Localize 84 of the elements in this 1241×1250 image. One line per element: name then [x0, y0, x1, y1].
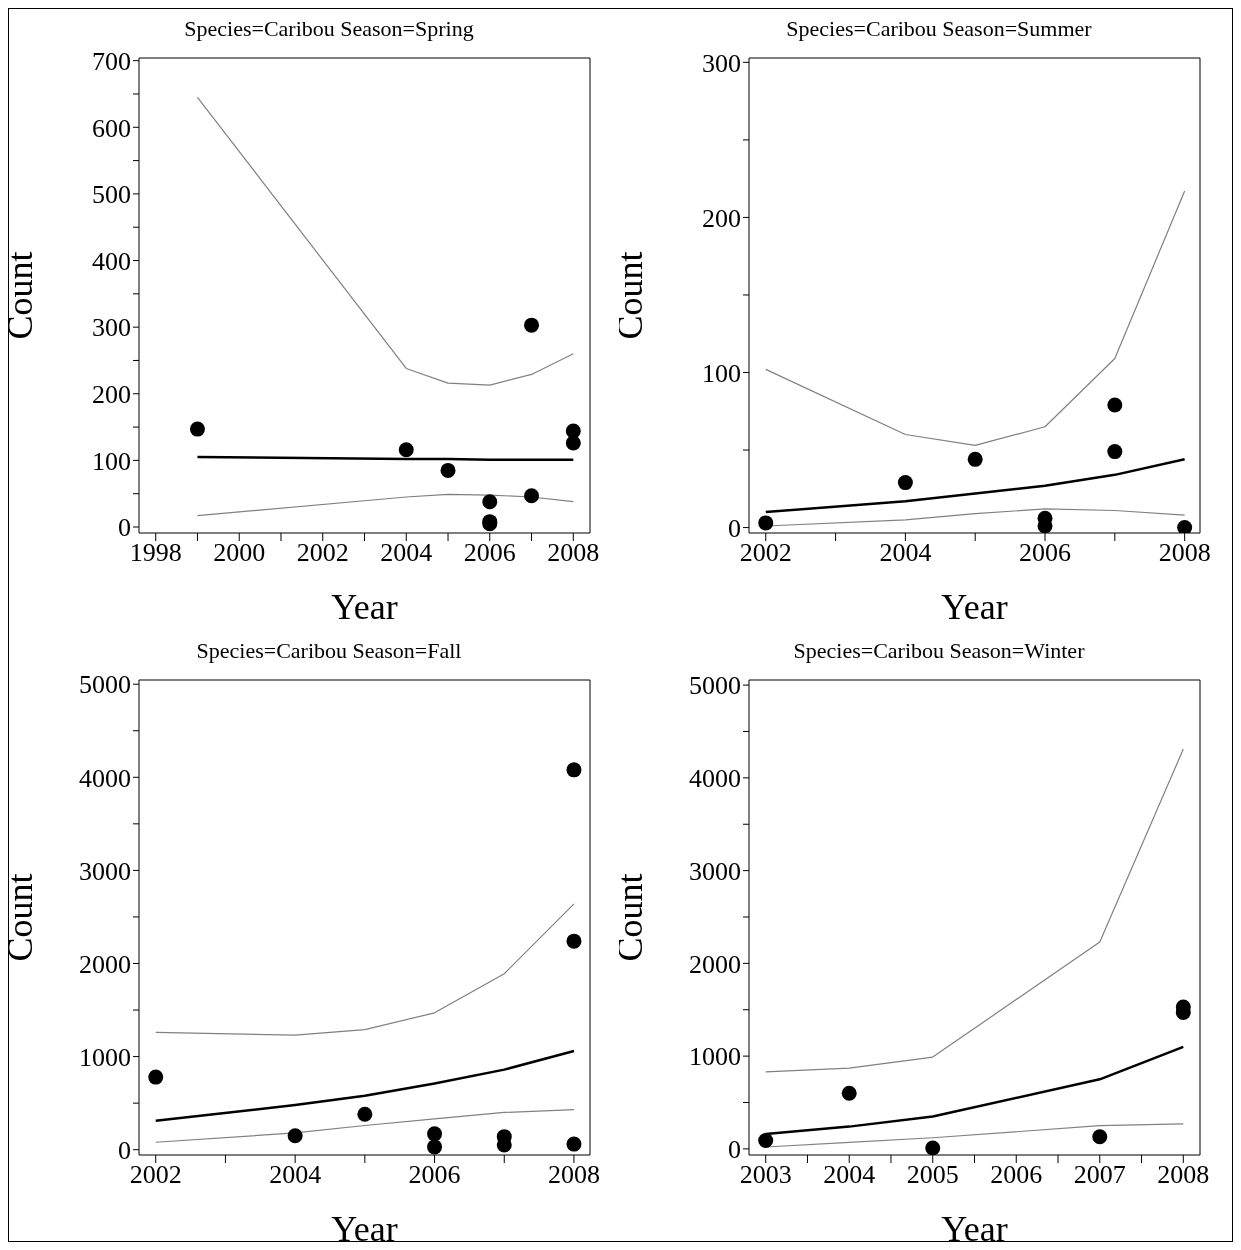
y-tick-label: 5000	[689, 671, 741, 701]
point	[566, 1136, 582, 1152]
line-series	[154, 1049, 576, 1123]
point	[440, 462, 456, 478]
line-series	[765, 748, 1184, 1073]
x-tick-label: 2007	[1073, 1160, 1126, 1190]
y-tick-label: 2000	[689, 949, 741, 979]
point	[189, 421, 205, 437]
x-axis-title: Year	[941, 1209, 1008, 1249]
y-tick-label: 4000	[79, 763, 131, 793]
point	[357, 1106, 373, 1122]
y-tick-label: 2000	[79, 949, 131, 979]
y-tick-label: 600	[92, 113, 131, 143]
x-tick-label: 2008	[547, 538, 600, 568]
y-tick-label: 300	[92, 313, 131, 343]
x-tick-label: 2002	[739, 538, 792, 568]
point	[287, 1128, 303, 1144]
point	[524, 488, 540, 504]
line-series	[764, 458, 1186, 514]
y-tick-label: 3000	[689, 856, 741, 886]
point	[524, 317, 540, 333]
x-tick-label: 2005	[906, 1160, 959, 1190]
y-tick-label: 200	[92, 379, 131, 409]
x-tick-label: 2004	[823, 1160, 876, 1190]
y-tick-label: 100	[702, 358, 741, 388]
x-tick-label: 2002	[129, 1160, 182, 1190]
x-tick-label: 2004	[380, 538, 433, 568]
point	[841, 1085, 857, 1101]
point	[1177, 520, 1193, 533]
y-tick-label: 0	[728, 1135, 741, 1165]
x-axis-title: Year	[331, 587, 398, 627]
point	[1107, 444, 1123, 460]
point	[427, 1126, 443, 1142]
point	[398, 442, 414, 458]
x-tick-label: 2004	[269, 1160, 322, 1190]
point	[482, 494, 498, 510]
y-tick-label: 0	[118, 513, 131, 543]
y-tick-label: 700	[92, 46, 131, 76]
line-series	[196, 96, 574, 386]
line-series	[155, 1109, 575, 1143]
chart-title: Species=Caribou Season=Summer	[785, 15, 1093, 43]
y-tick-label: 500	[92, 180, 131, 210]
point	[758, 515, 774, 531]
x-axis-title: Year	[331, 1209, 398, 1249]
y-tick-label: 0	[118, 1135, 131, 1165]
x-tick-label: 2004	[879, 538, 932, 568]
x-axis-title: Year	[941, 587, 1008, 627]
x-tick-label: 2002	[296, 538, 349, 568]
point	[1107, 397, 1123, 413]
y-tick-label: 0	[728, 513, 741, 543]
point	[148, 1069, 164, 1085]
x-tick-label: 2008	[547, 1160, 600, 1190]
point	[566, 933, 582, 949]
line-series	[155, 903, 575, 1036]
y-tick-label: 400	[92, 246, 131, 276]
y-tick-label: 1000	[79, 1042, 131, 1072]
y-tick-label: 3000	[79, 856, 131, 886]
point	[967, 451, 983, 467]
y-tick-label: 200	[702, 203, 741, 233]
x-tick-label: 2006	[463, 538, 516, 568]
chart-title: Species=Caribou Season=Winter	[792, 637, 1086, 665]
chart-title: Species=Caribou Season=Fall	[195, 637, 463, 665]
line-series	[765, 190, 1186, 446]
x-tick-label: 2006	[1019, 538, 1072, 568]
point	[427, 1139, 443, 1155]
point	[758, 1133, 774, 1149]
y-tick-label: 5000	[79, 670, 131, 700]
point	[897, 475, 913, 491]
point	[566, 762, 582, 778]
y-tick-label: 100	[92, 446, 131, 476]
point	[565, 435, 581, 451]
y-tick-label: 300	[702, 48, 741, 78]
y-tick-label: 4000	[689, 764, 741, 794]
x-tick-label: 2008	[1158, 538, 1211, 568]
x-tick-label: 1998	[129, 538, 182, 568]
x-tick-label: 2006	[990, 1160, 1043, 1190]
x-tick-label: 2006	[408, 1160, 461, 1190]
chart-title: Species=Caribou Season=Spring	[184, 16, 474, 41]
point	[925, 1140, 941, 1155]
x-tick-label: 2008	[1157, 1160, 1210, 1190]
x-tick-label: 2003	[739, 1160, 792, 1190]
point	[1092, 1129, 1108, 1145]
y-tick-label: 1000	[689, 1042, 741, 1072]
x-tick-label: 2000	[213, 538, 266, 568]
